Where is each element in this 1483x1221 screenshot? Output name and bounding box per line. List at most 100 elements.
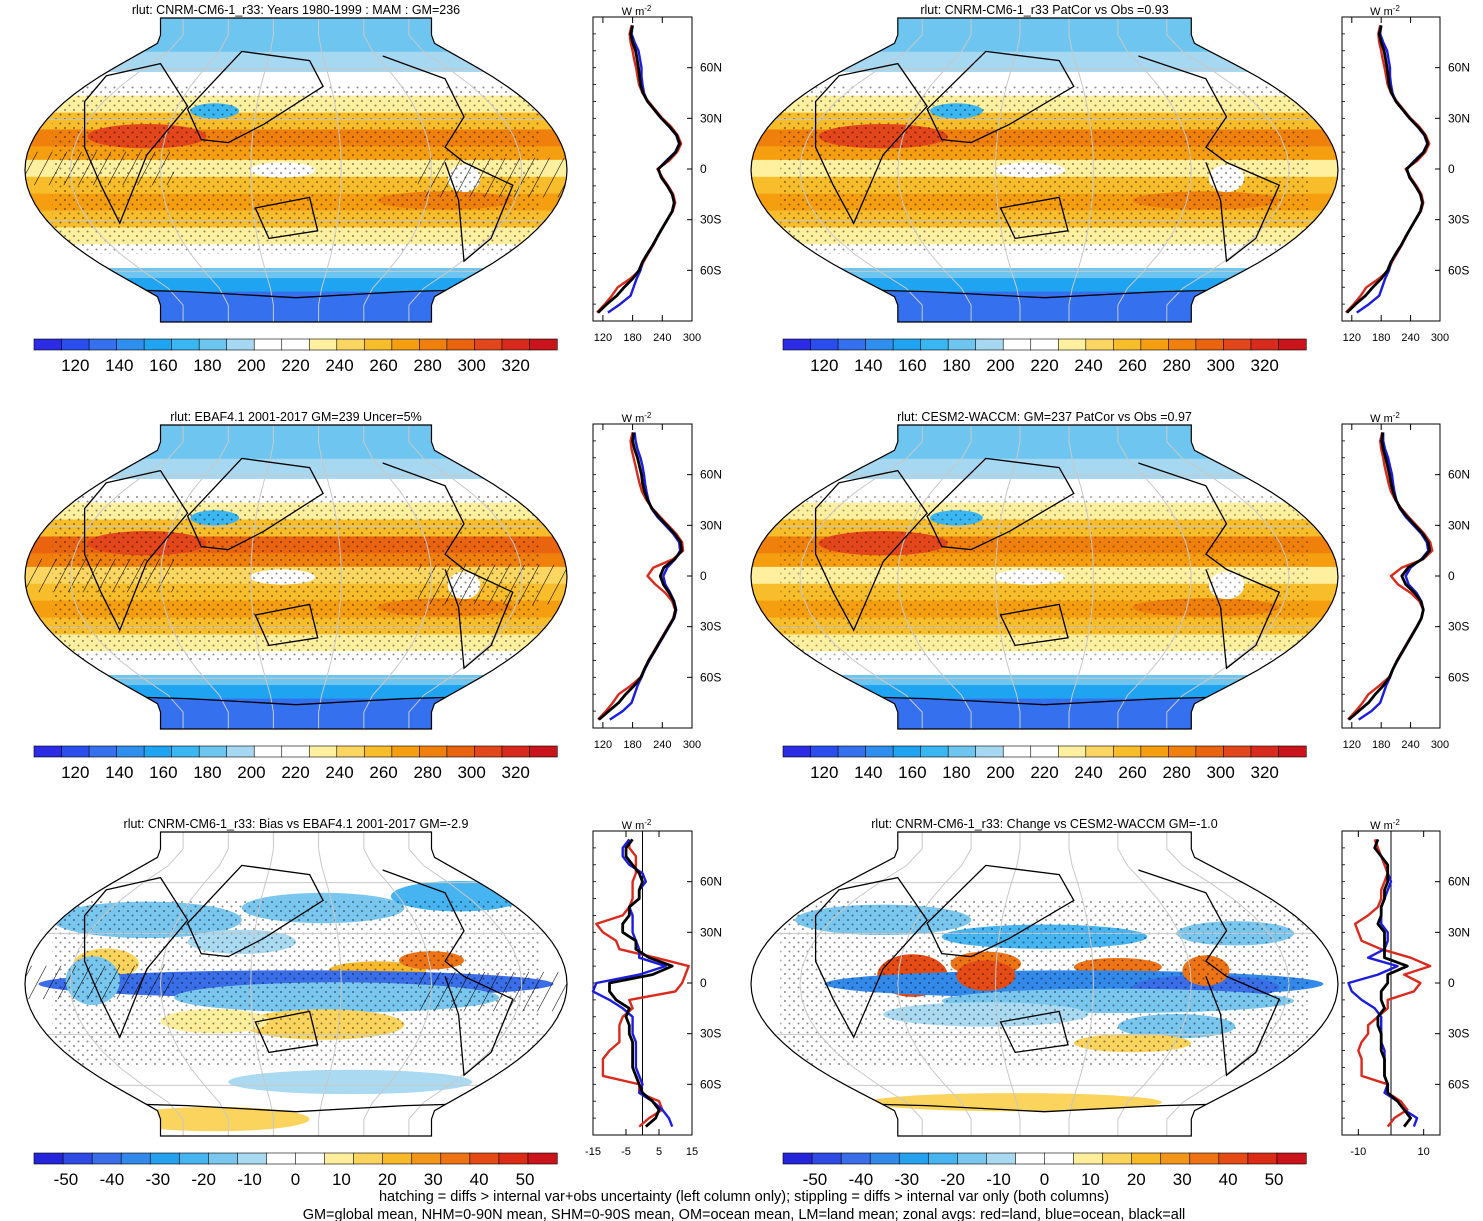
units-label: W m-2 [622, 411, 652, 425]
coastline [814, 62, 928, 225]
latitude-label: 60S [1448, 670, 1469, 684]
colorbar-swatch [947, 745, 977, 758]
colorbar-swatch [353, 1152, 384, 1165]
colorbar-swatch [324, 1152, 355, 1165]
colorbar-swatch [116, 745, 145, 758]
zonal-band [751, 664, 1338, 676]
colorbar-swatch [986, 1152, 1017, 1165]
coastline [1138, 869, 1281, 1077]
colorbar-tick-label: 30 [424, 1170, 443, 1189]
colorbar-swatch [1085, 338, 1114, 351]
colorbar-tick-label: -30 [894, 1170, 919, 1189]
x-tick-label: -5 [621, 1146, 631, 1158]
colorbar-swatch [469, 1152, 500, 1165]
colorbar-swatch [1218, 1152, 1249, 1165]
hatching [417, 157, 567, 198]
colorbar-tick-label: 220 [1030, 763, 1058, 782]
colorbar-swatch [88, 338, 118, 351]
latitude-label: 30N [700, 925, 722, 939]
x-tick-label: 120 [594, 739, 612, 751]
coastline [999, 1010, 1069, 1054]
latitude-label: 0 [700, 162, 707, 176]
zonal-band [25, 257, 567, 269]
units-label: W m-2 [622, 4, 652, 18]
colorbar-swatch [440, 1152, 471, 1165]
hatching [417, 564, 567, 605]
colorbar-swatch [226, 745, 255, 758]
colorbar-model-climatology: 120 140 160 180 200 220 240 260 280 300 320 [33, 338, 558, 375]
panel-title: rlut: EBAF4.1 2001-2017 GM=239 Uncer=5% [170, 410, 422, 424]
colorbar-swatch [391, 745, 420, 758]
zonal-band [25, 18, 567, 53]
zonal-series-all [608, 838, 674, 1128]
map-panel-reference-model [750, 424, 1339, 730]
colorbar-swatch [391, 338, 420, 351]
colorbar-swatch [529, 338, 558, 351]
colorbar-tick-label: -10 [237, 1170, 262, 1189]
colorbar-tick-label: 300 [457, 356, 485, 375]
hatching [25, 965, 175, 1000]
x-tick-label: -10 [1350, 1146, 1366, 1158]
colorbar-tick-label: 300 [457, 763, 485, 782]
colorbar-tick-label: 320 [502, 356, 530, 375]
colorbar-swatch [501, 745, 531, 758]
colorbar-swatch [178, 1152, 209, 1165]
zonal-band [25, 267, 567, 279]
coastline [83, 62, 189, 225]
colorbar-swatch [1140, 745, 1169, 758]
colorbar-swatch [920, 338, 949, 351]
zonal-series-all [1345, 25, 1430, 314]
anomaly-patch [119, 1106, 310, 1132]
x-tick-label: 240 [653, 739, 671, 751]
x-tick-label: 180 [623, 739, 641, 751]
colorbar-tick-label: 260 [369, 763, 397, 782]
colorbar-swatch [865, 745, 894, 758]
zonal-plot-model-vs-obs: W m-2 60N 30N 0 30S 60S 120 180 240 300 [1341, 4, 1470, 344]
colorbar-tick-label: 20 [378, 1170, 397, 1189]
colorbar-tick-label: 30 [1173, 1170, 1192, 1189]
colorbar-tick-label: 220 [1030, 356, 1058, 375]
colorbar-swatch [501, 338, 531, 351]
colorbar-tick-label: 160 [149, 763, 177, 782]
colorbar-swatch [120, 1152, 151, 1165]
zonal-plot-obs-climatology: W m-2 60N 30N 0 30S 60S 120 180 240 300 [592, 411, 722, 751]
colorbar-swatch [474, 338, 503, 351]
zonal-plot-reference-model: W m-2 60N 30N 0 30S 60S 120 180 240 300 [1341, 411, 1470, 751]
colorbar-swatch [1247, 1152, 1278, 1165]
colorbar-tick-label: 280 [413, 763, 441, 782]
colorbar-swatch [62, 1152, 93, 1165]
colorbar-swatch [364, 338, 393, 351]
colorbar-tick-label: 10 [332, 1170, 351, 1189]
colorbar-swatch [1223, 745, 1252, 758]
panel-title: rlut: CNRM-CM6-1_r33: Bias vs EBAF4.1 20… [124, 817, 469, 831]
coastline [83, 876, 189, 1039]
colorbar-swatch [474, 745, 503, 758]
map-panel-obs-climatology [24, 424, 568, 730]
colorbar-swatch [411, 1152, 442, 1165]
latitude-label: 0 [700, 569, 707, 583]
zonal-band [25, 674, 567, 686]
colorbar-swatch [336, 745, 365, 758]
colorbar-swatch [226, 338, 255, 351]
colorbar-tick-label: 160 [149, 356, 177, 375]
colorbar-tick-label: 200 [986, 356, 1014, 375]
coastline [814, 469, 928, 632]
latitude-label: 30N [700, 518, 722, 532]
latitude-label: 0 [1448, 976, 1455, 990]
colorbar-swatch [837, 745, 867, 758]
colorbar-bias-vs-obs: -50 -40 -30 -20 -10 0 10 20 30 40 50 [33, 1152, 558, 1189]
zonal-band [25, 51, 567, 73]
colorbar-swatch [295, 1152, 326, 1165]
colorbar-tick-label: 120 [810, 356, 838, 375]
zonal-series-land [595, 839, 690, 1128]
x-tick-label: 180 [623, 332, 641, 344]
units-label: W m-2 [1370, 411, 1400, 425]
zonal-series-all [1373, 838, 1412, 1128]
colorbar-swatch [1278, 745, 1307, 758]
colorbar-swatch [1278, 338, 1307, 351]
colorbar-swatch [920, 745, 949, 758]
zonal-band [751, 291, 1338, 322]
coastline [254, 603, 319, 647]
colorbar-swatch [1073, 1152, 1104, 1165]
